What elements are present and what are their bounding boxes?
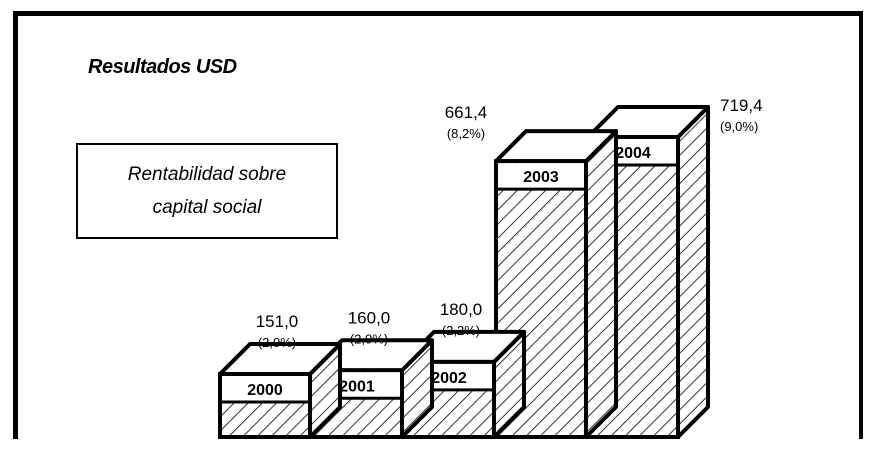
bar-label-strip — [222, 376, 308, 403]
year-label: 2003 — [523, 169, 559, 186]
chart-frame — [13, 11, 863, 439]
rentabilidad-label: (2,2%) — [442, 323, 480, 338]
bar-label-strip — [498, 163, 584, 190]
value-label: 160,0 — [348, 308, 391, 327]
value-label: 719,4 — [720, 96, 763, 115]
year-label: 2004 — [615, 145, 651, 162]
value-label: 151,0 — [256, 312, 299, 331]
chart-title: Resultados USD — [88, 56, 237, 78]
value-label: 661,4 — [445, 103, 488, 122]
year-label: 2001 — [339, 378, 375, 395]
rentabilidad-label: (8,2%) — [447, 126, 485, 141]
rentabilidad-label: (2,0%) — [350, 331, 388, 346]
legend-box: Rentabilidad sobre capital social — [76, 143, 338, 239]
bar-2002: 2002 — [402, 329, 526, 439]
year-label: 2002 — [431, 370, 467, 387]
rentabilidad-label: (9,0%) — [720, 119, 758, 134]
value-label: 180,0 — [440, 300, 483, 319]
bar-side-face — [676, 105, 710, 439]
bar-2000: 2000 — [218, 342, 342, 439]
rentabilidad-label: (2,0%) — [258, 335, 296, 350]
year-label: 2000 — [247, 382, 283, 399]
legend-line-1: Rentabilidad sobre — [127, 164, 287, 185]
legend-line-2: capital social — [152, 197, 262, 218]
bar-side-face — [584, 129, 618, 439]
